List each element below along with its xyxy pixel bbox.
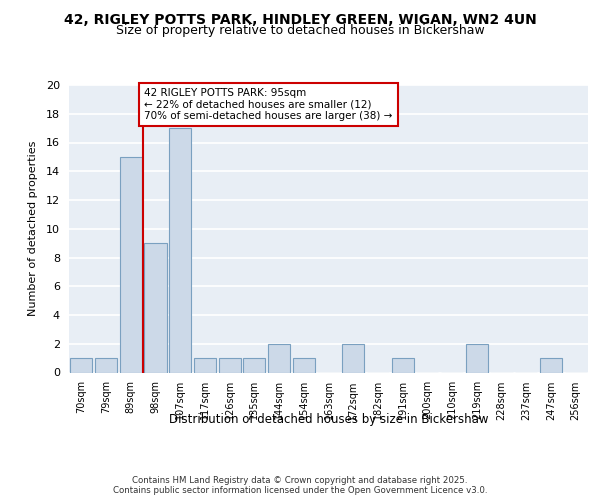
Bar <box>243 358 265 372</box>
Bar <box>194 358 216 372</box>
Bar <box>392 358 414 372</box>
Bar <box>145 243 167 372</box>
Bar <box>342 344 364 372</box>
Bar <box>70 358 92 372</box>
Text: Contains HM Land Registry data © Crown copyright and database right 2025.
Contai: Contains HM Land Registry data © Crown c… <box>113 476 487 495</box>
Bar <box>119 157 142 372</box>
Bar <box>293 358 315 372</box>
Y-axis label: Number of detached properties: Number of detached properties <box>28 141 38 316</box>
Bar <box>268 344 290 372</box>
Bar <box>540 358 562 372</box>
Text: 42 RIGLEY POTTS PARK: 95sqm
← 22% of detached houses are smaller (12)
70% of sem: 42 RIGLEY POTTS PARK: 95sqm ← 22% of det… <box>145 88 393 121</box>
Bar <box>95 358 117 372</box>
Bar <box>169 128 191 372</box>
Text: Distribution of detached houses by size in Bickershaw: Distribution of detached houses by size … <box>169 412 488 426</box>
Bar <box>218 358 241 372</box>
Text: 42, RIGLEY POTTS PARK, HINDLEY GREEN, WIGAN, WN2 4UN: 42, RIGLEY POTTS PARK, HINDLEY GREEN, WI… <box>64 12 536 26</box>
Text: Size of property relative to detached houses in Bickershaw: Size of property relative to detached ho… <box>116 24 484 37</box>
Bar <box>466 344 488 372</box>
